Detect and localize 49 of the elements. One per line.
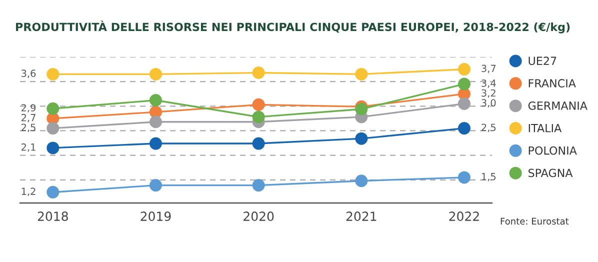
x-tick-label: 2018: [38, 212, 68, 222]
data-label: 3,7: [482, 64, 496, 74]
point: [355, 174, 368, 188]
x-tick-label: 2020: [244, 212, 274, 222]
x-tick-label: 2021: [346, 212, 376, 222]
source-note: Fonte: Eurostat: [500, 218, 569, 225]
point: [46, 102, 60, 115]
data-label: 2,1: [21, 143, 36, 152]
legend-label: UE27: [528, 56, 556, 66]
point: [149, 179, 162, 192]
data-label: 3,2: [482, 89, 496, 98]
point: [458, 171, 470, 184]
point: [458, 97, 470, 110]
point: [46, 68, 60, 80]
x-tick-label: 2019: [140, 212, 171, 222]
x-tick-label: 2022: [449, 212, 479, 222]
point: [458, 63, 470, 76]
data-label: 2,7: [21, 114, 36, 122]
point: [149, 68, 162, 80]
point: [46, 186, 60, 198]
point: [252, 66, 265, 79]
legend-label: ITALIA: [528, 124, 562, 132]
data-label: 3,0: [482, 99, 496, 108]
point: [252, 137, 265, 150]
point: [252, 179, 265, 192]
data-label: 2,9: [21, 104, 36, 112]
point: [149, 94, 162, 107]
point: [149, 116, 162, 128]
point: [355, 102, 368, 116]
data-label: 3,6: [22, 70, 36, 78]
point: [355, 132, 368, 145]
legend-label: GERMANIA: [528, 101, 588, 110]
point: [149, 137, 162, 150]
point: [458, 78, 470, 90]
data-label: 1,2: [22, 188, 36, 196]
chart-title: PRODUTTIVITÀ DELLE RISORSE NEI PRINCIPALI CINQUE PAESI EUROPEI, 2018-2022 (€/kg): [16, 20, 570, 34]
data-label: 3,4: [482, 80, 496, 88]
legend-label: SPAGNA: [528, 168, 573, 178]
point: [252, 110, 265, 124]
data-label: 1,5: [482, 173, 496, 182]
point: [252, 98, 265, 111]
point: [355, 68, 368, 80]
legend-label: POLONIA: [528, 146, 577, 155]
legend-label: FRANCIA: [528, 79, 576, 88]
point: [46, 122, 60, 135]
data-label: 2,5: [482, 124, 496, 132]
data-label: 2,5: [21, 124, 36, 132]
point: [458, 122, 470, 135]
point: [46, 142, 60, 154]
